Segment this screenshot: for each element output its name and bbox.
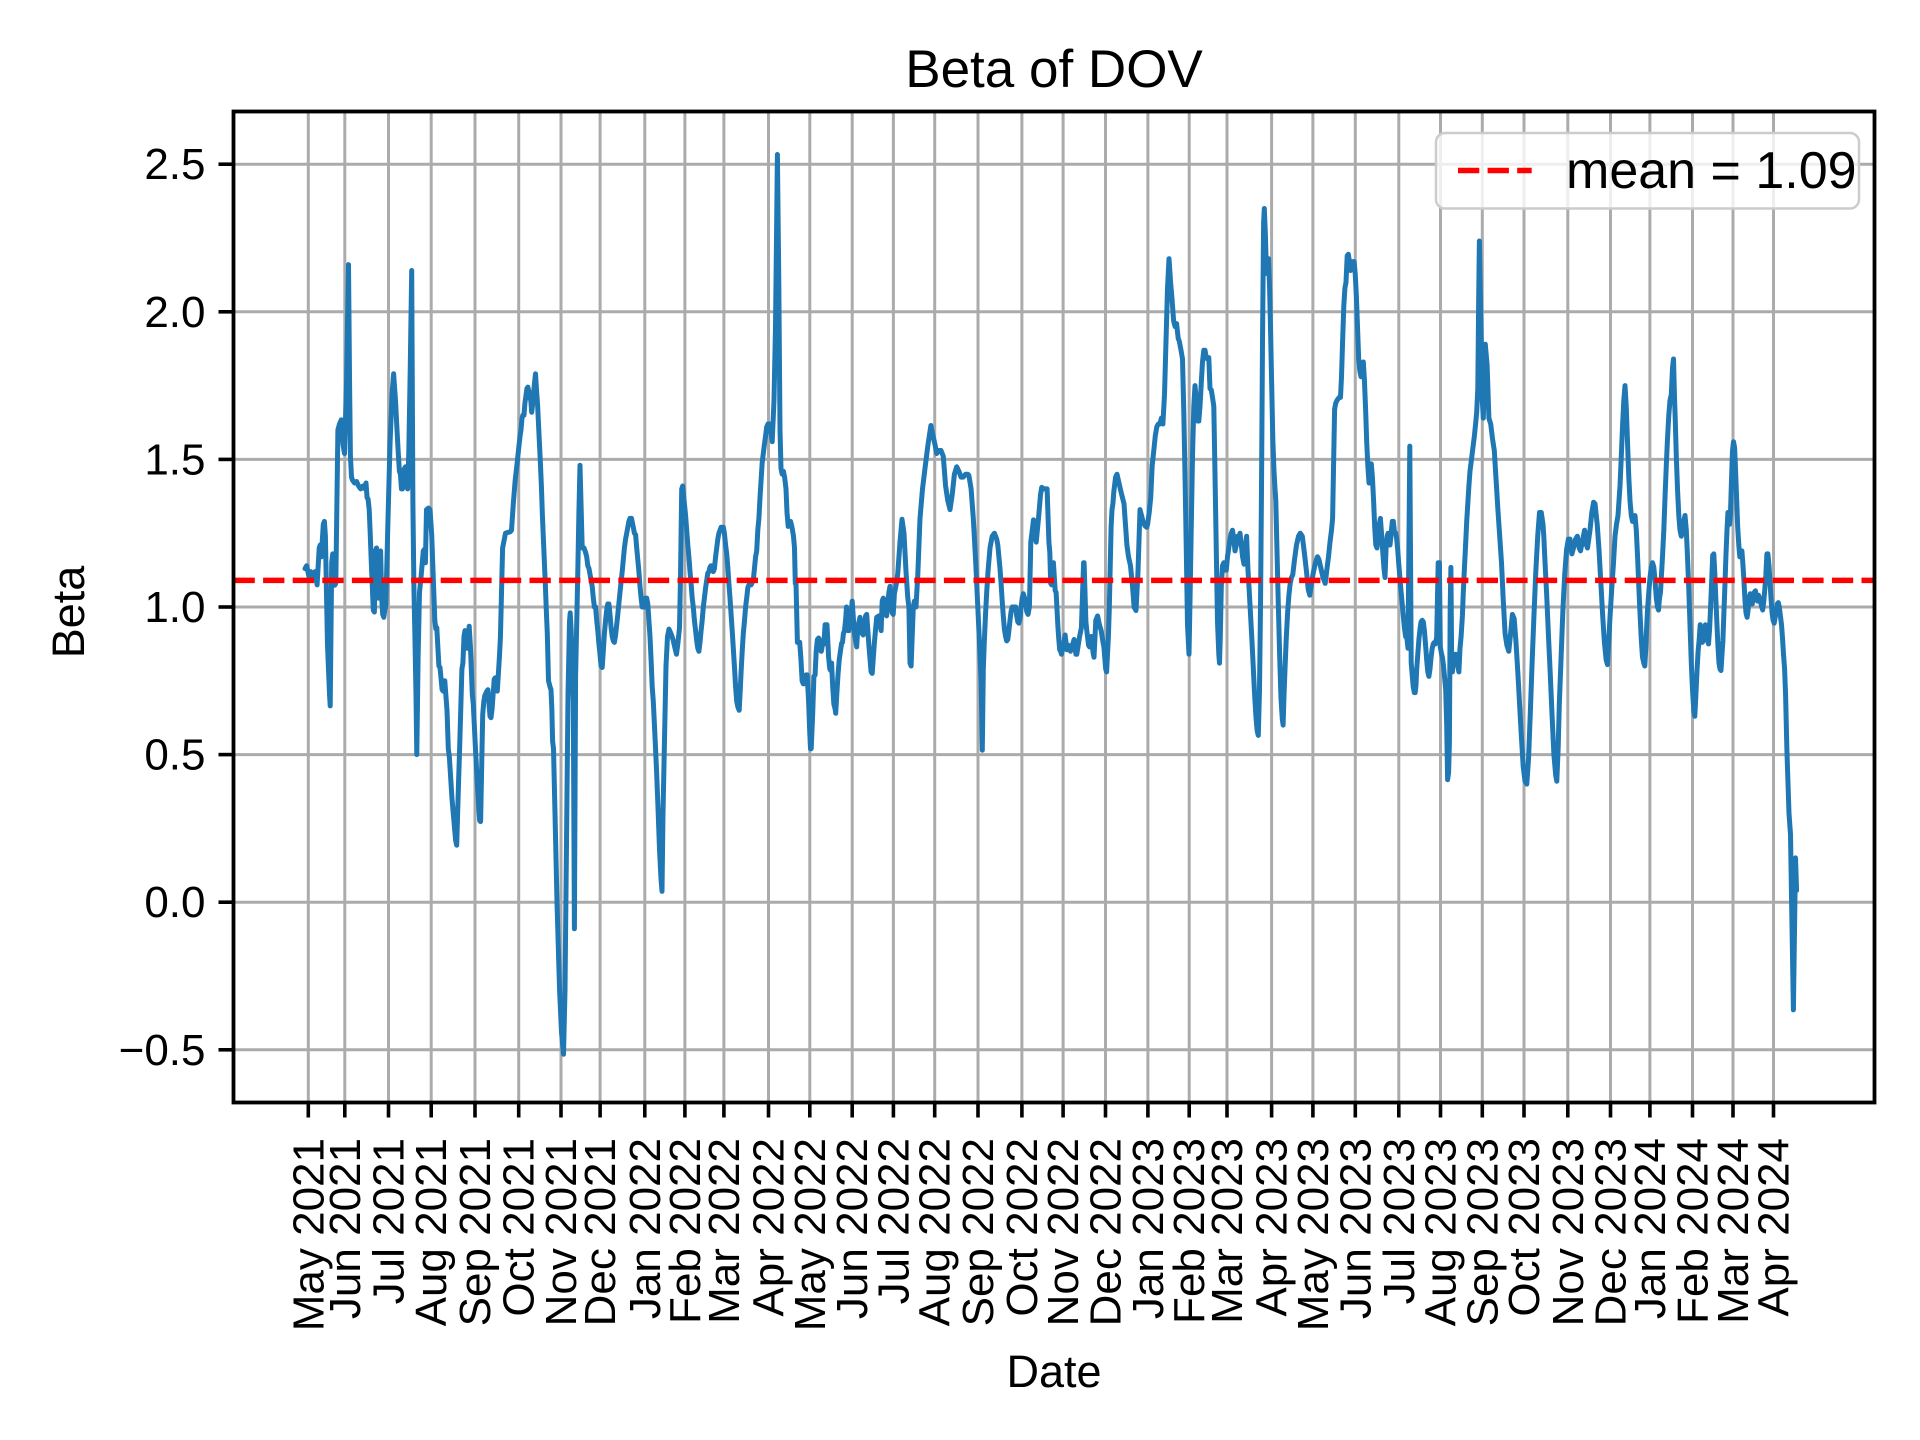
svg-text:Oct 2023: Oct 2023 bbox=[1500, 1138, 1549, 1317]
svg-text:1.5: 1.5 bbox=[144, 435, 205, 484]
svg-text:Jan 2023: Jan 2023 bbox=[1124, 1138, 1173, 1319]
svg-text:May 2021: May 2021 bbox=[284, 1138, 333, 1331]
svg-text:Nov 2023: Nov 2023 bbox=[1544, 1138, 1593, 1326]
svg-text:Apr 2024: Apr 2024 bbox=[1750, 1138, 1799, 1317]
svg-text:mean = 1.09: mean = 1.09 bbox=[1566, 142, 1857, 200]
svg-text:Beta of DOV: Beta of DOV bbox=[905, 40, 1203, 99]
svg-text:Aug 2021: Aug 2021 bbox=[407, 1138, 456, 1326]
svg-text:1.0: 1.0 bbox=[144, 583, 205, 632]
svg-text:Aug 2023: Aug 2023 bbox=[1417, 1138, 1466, 1326]
svg-text:Jul 2022: Jul 2022 bbox=[869, 1138, 918, 1304]
svg-text:Oct 2021: Oct 2021 bbox=[495, 1138, 544, 1317]
svg-text:−0.5: −0.5 bbox=[119, 1026, 206, 1075]
svg-text:Feb 2023: Feb 2023 bbox=[1165, 1138, 1214, 1324]
svg-text:0.0: 0.0 bbox=[144, 878, 205, 927]
svg-text:Jun 2023: Jun 2023 bbox=[1331, 1138, 1380, 1319]
svg-text:Mar 2023: Mar 2023 bbox=[1203, 1138, 1252, 1324]
svg-text:Nov 2022: Nov 2022 bbox=[1039, 1138, 1088, 1326]
svg-text:Feb 2024: Feb 2024 bbox=[1669, 1138, 1718, 1324]
svg-text:Sep 2023: Sep 2023 bbox=[1458, 1138, 1507, 1326]
svg-text:Nov 2021: Nov 2021 bbox=[537, 1138, 586, 1326]
svg-text:Mar 2024: Mar 2024 bbox=[1709, 1138, 1758, 1324]
svg-text:Jul 2021: Jul 2021 bbox=[365, 1138, 414, 1304]
svg-text:2.5: 2.5 bbox=[144, 140, 205, 189]
svg-text:May 2023: May 2023 bbox=[1289, 1138, 1338, 1331]
svg-text:Date: Date bbox=[1006, 1346, 1101, 1397]
svg-text:Dec 2023: Dec 2023 bbox=[1587, 1138, 1636, 1326]
svg-text:Jun 2022: Jun 2022 bbox=[828, 1138, 877, 1319]
svg-text:Jun 2021: Jun 2021 bbox=[321, 1138, 370, 1319]
svg-text:Sep 2022: Sep 2022 bbox=[954, 1138, 1003, 1326]
svg-text:Jan 2022: Jan 2022 bbox=[621, 1138, 670, 1319]
svg-text:Apr 2022: Apr 2022 bbox=[745, 1138, 794, 1317]
svg-text:Dec 2021: Dec 2021 bbox=[576, 1138, 625, 1326]
svg-text:0.5: 0.5 bbox=[144, 731, 205, 780]
svg-text:Oct 2022: Oct 2022 bbox=[998, 1138, 1047, 1317]
svg-text:Feb 2022: Feb 2022 bbox=[661, 1138, 710, 1324]
svg-text:2.0: 2.0 bbox=[144, 288, 205, 337]
svg-text:Jul 2023: Jul 2023 bbox=[1375, 1138, 1424, 1304]
svg-text:Beta: Beta bbox=[43, 565, 94, 659]
svg-text:May 2022: May 2022 bbox=[786, 1138, 835, 1331]
svg-text:Aug 2022: Aug 2022 bbox=[911, 1138, 960, 1326]
svg-text:Jan 2024: Jan 2024 bbox=[1626, 1138, 1675, 1319]
svg-text:Mar 2022: Mar 2022 bbox=[700, 1138, 749, 1324]
svg-text:Dec 2022: Dec 2022 bbox=[1082, 1138, 1131, 1326]
svg-text:Apr 2023: Apr 2023 bbox=[1248, 1138, 1297, 1317]
svg-text:Sep 2021: Sep 2021 bbox=[451, 1138, 500, 1326]
